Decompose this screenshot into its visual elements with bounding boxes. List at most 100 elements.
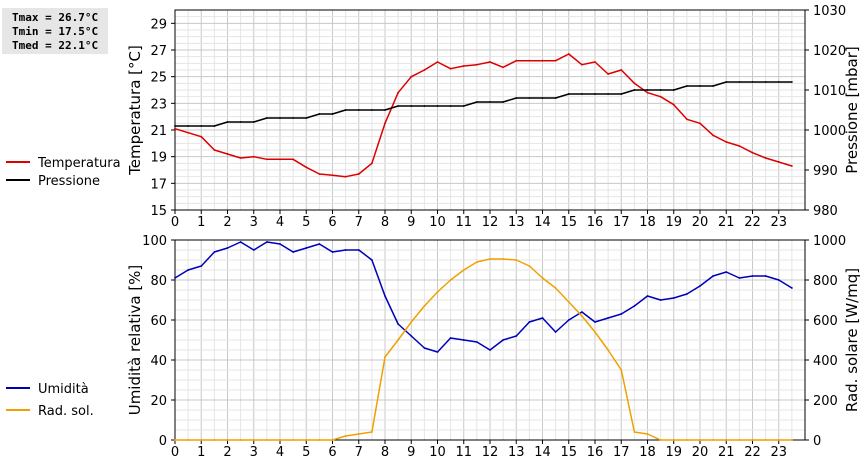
data-point	[476, 341, 478, 343]
data-point	[344, 175, 347, 178]
x-tick-label: 13	[508, 445, 525, 460]
data-point	[594, 331, 596, 333]
data-point	[187, 269, 190, 271]
x-tick-label: 1	[197, 215, 205, 230]
data-point	[423, 347, 426, 349]
data-point	[357, 249, 360, 251]
x-tick-label: 18	[639, 215, 656, 230]
x-tick-label: 10	[429, 215, 446, 230]
data-point	[449, 337, 452, 339]
x-tick-label: 5	[302, 215, 310, 230]
x-tick-label: 19	[665, 215, 682, 230]
data-point	[318, 173, 321, 175]
x-tick-label: 20	[692, 445, 709, 460]
y-left-tick-label: 0	[159, 434, 167, 449]
x-tick-label: 17	[613, 445, 630, 460]
data-point	[462, 65, 465, 67]
x-tick-label: 0	[171, 215, 179, 230]
x-tick-label: 6	[328, 215, 336, 230]
data-point	[515, 259, 518, 261]
data-point	[292, 251, 294, 253]
legend-label: Temperatura	[37, 156, 121, 171]
data-point	[397, 339, 399, 341]
data-point	[239, 157, 242, 159]
x-tick-label: 20	[692, 215, 709, 230]
data-point	[567, 319, 570, 321]
x-tick-label: 12	[482, 215, 499, 230]
data-point	[331, 439, 334, 441]
data-point	[581, 63, 583, 66]
stats-box: Tmax = 26.7°C Tmin = 17.5°C Tmed = 22.1°…	[2, 8, 108, 54]
data-point	[371, 109, 373, 111]
y-left-tick-label: 25	[150, 71, 167, 86]
data-point	[410, 105, 413, 107]
data-point	[226, 439, 229, 441]
tmin-readout: Tmin = 17.5°C	[12, 25, 99, 38]
data-point	[279, 439, 281, 441]
x-tick-label: 10	[429, 445, 446, 460]
data-point	[686, 293, 688, 295]
data-point	[659, 439, 662, 441]
y-right-tick-label: 0	[813, 434, 821, 449]
data-point	[725, 271, 728, 273]
data-point	[200, 125, 203, 127]
x-tick-label: 12	[482, 445, 499, 460]
data-point	[266, 117, 268, 119]
data-point	[252, 249, 255, 251]
data-point	[738, 277, 741, 279]
data-point	[318, 243, 321, 245]
data-point	[659, 89, 662, 91]
y-left-tick-label: 20	[150, 394, 167, 409]
data-point	[489, 61, 491, 63]
data-point	[528, 59, 531, 62]
x-tick-label: 14	[534, 215, 551, 230]
data-point	[541, 97, 544, 99]
data-point	[371, 162, 373, 165]
y-right-tick-label: 1000	[813, 234, 846, 249]
data-point	[279, 117, 281, 119]
data-point	[200, 135, 203, 138]
data-point	[791, 439, 793, 441]
y-right-tick-label: 980	[813, 204, 838, 219]
data-point	[607, 349, 609, 351]
x-tick-label: 8	[381, 215, 389, 230]
data-point	[213, 149, 216, 151]
x-tick-label: 3	[250, 215, 258, 230]
x-tick-label: 8	[381, 445, 389, 460]
data-point	[331, 174, 334, 177]
data-point	[174, 439, 176, 441]
data-point	[541, 277, 544, 279]
x-tick-label: 22	[744, 445, 761, 460]
data-point	[764, 157, 767, 159]
data-point	[187, 125, 190, 127]
data-point	[764, 81, 767, 83]
data-point	[672, 103, 675, 106]
data-point	[344, 249, 347, 251]
data-point	[292, 439, 294, 441]
data-point	[567, 53, 570, 55]
data-point	[357, 433, 360, 435]
data-point	[633, 89, 636, 91]
data-point	[200, 439, 203, 441]
data-point	[252, 121, 255, 123]
x-tick-label: 1	[197, 445, 205, 460]
data-point	[699, 285, 701, 287]
y-left-tick-label: 15	[150, 204, 167, 219]
data-point	[436, 61, 439, 63]
x-tick-label: 6	[328, 445, 336, 460]
series-line-rad-sol-	[175, 258, 792, 441]
x-tick-label: 17	[613, 215, 630, 230]
data-point	[646, 89, 649, 91]
data-point	[266, 241, 268, 243]
data-point	[449, 105, 452, 107]
data-point	[515, 335, 518, 337]
data-point	[646, 295, 649, 297]
y-right-tick-label: 1000	[813, 124, 846, 139]
data-point	[239, 121, 242, 123]
x-tick-label: 11	[455, 215, 472, 230]
x-tick-label: 7	[355, 445, 363, 460]
x-tick-label: 5	[302, 445, 310, 460]
data-point	[725, 141, 728, 143]
legend-label: Umidità	[38, 382, 89, 397]
